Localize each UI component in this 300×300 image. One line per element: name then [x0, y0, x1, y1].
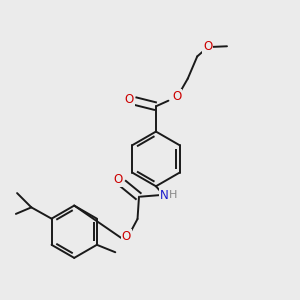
Text: O: O — [114, 173, 123, 186]
Text: N: N — [160, 189, 169, 202]
Text: O: O — [172, 90, 182, 103]
Text: H: H — [168, 190, 177, 200]
Text: O: O — [124, 93, 134, 106]
Text: O: O — [203, 40, 212, 53]
Text: O: O — [122, 230, 131, 243]
